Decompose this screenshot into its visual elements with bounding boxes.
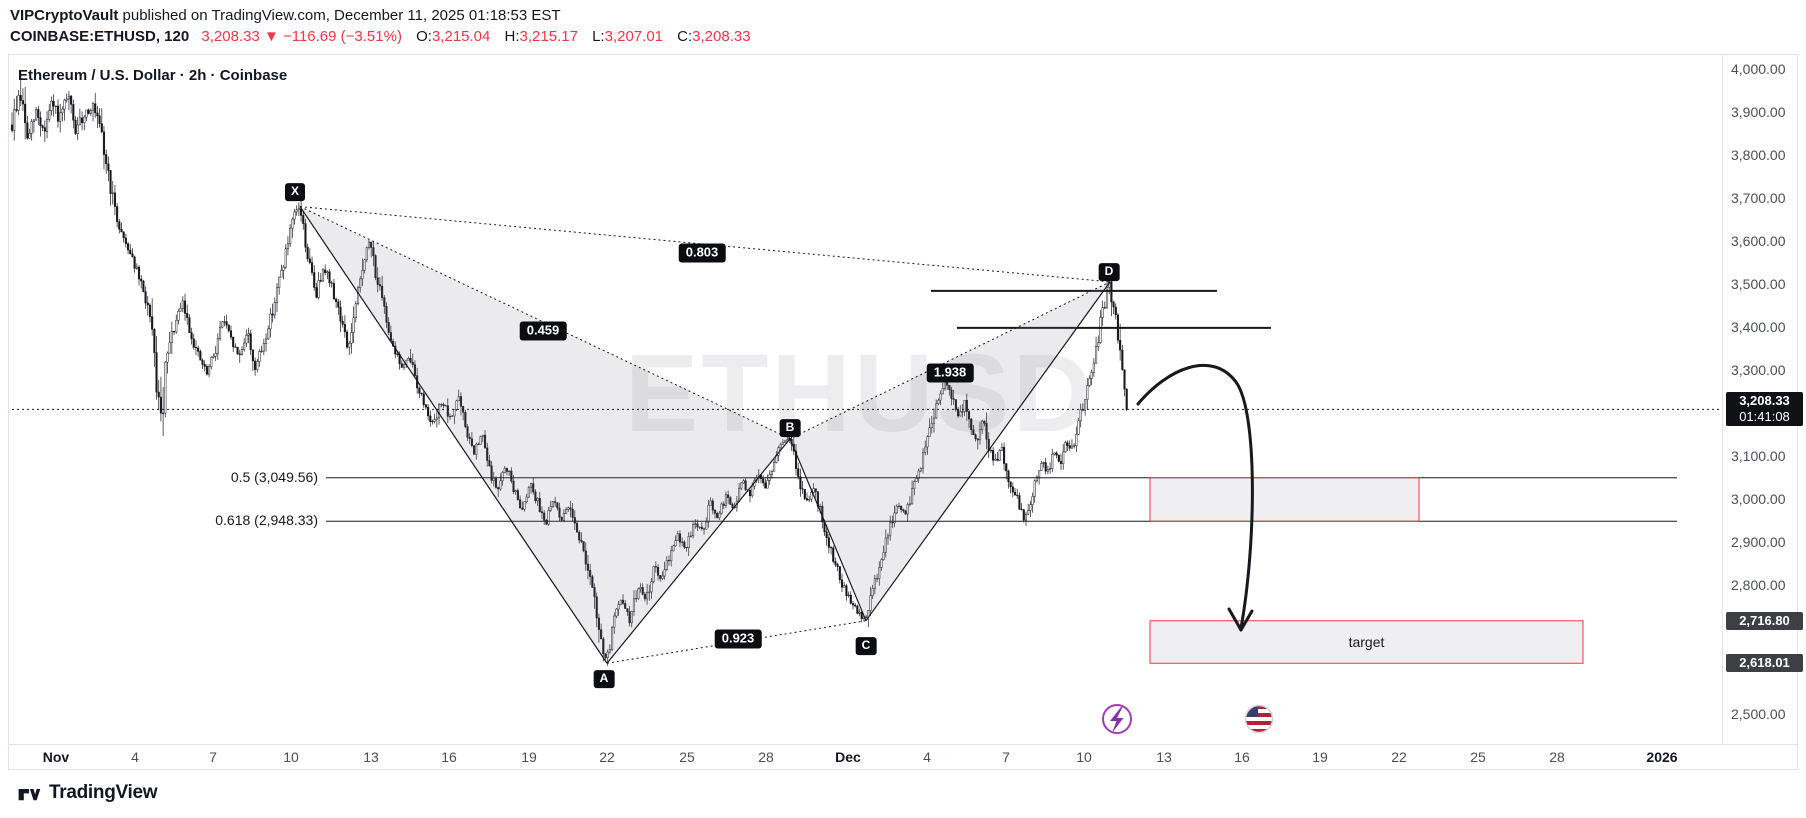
pattern-fill <box>300 206 790 664</box>
target-box[interactable] <box>1149 620 1584 664</box>
candles <box>10 77 1128 666</box>
projection-arrowhead <box>1227 607 1243 632</box>
pattern-edge[interactable] <box>606 438 791 664</box>
price-change: −116.69 (−3.51%) <box>282 28 402 45</box>
symbol-watermark: ETHUSD <box>624 332 1096 455</box>
pattern-fill <box>790 281 1110 621</box>
us-flag-sticker-icon[interactable] <box>1244 704 1274 734</box>
ohlc-high: H:3,215.17 <box>504 28 578 45</box>
tradingview-brand-text: TradingView <box>49 781 158 803</box>
time-scale[interactable] <box>8 744 1722 770</box>
ohlc-close: C:3,208.33 <box>677 28 751 45</box>
price-scale[interactable] <box>1723 54 1798 744</box>
publish-header: VIPCryptoVault published on TradingView.… <box>10 7 561 24</box>
ohlc-open: O:3,215.04 <box>416 28 491 45</box>
last-price: 3,208.33 <box>201 28 260 45</box>
projection-arrowhead <box>1239 609 1254 632</box>
lightning-sticker-icon[interactable] <box>1102 704 1132 734</box>
pattern-edge[interactable] <box>299 206 608 664</box>
symbol-label: COINBASE:ETHUSD, 120 <box>10 28 190 45</box>
symbol-info-bar: COINBASE:ETHUSD, 120 3,208.33 ▼ −116.69 … <box>10 28 751 45</box>
direction-arrow-icon: ▼ <box>263 28 279 45</box>
pattern-edge[interactable] <box>865 281 1111 622</box>
ohlc-low: L:3,207.01 <box>592 28 663 45</box>
chart-title: Ethereum / U.S. Dollar · 2h · Coinbase <box>18 67 288 84</box>
pattern-edge[interactable] <box>789 438 867 621</box>
author-name: VIPCryptoVault <box>10 7 119 24</box>
chart-plot-area[interactable] <box>8 54 1722 744</box>
tradingview-logo[interactable]: TradingView <box>16 781 158 804</box>
tradingview-mark-icon <box>18 789 41 801</box>
projection-arrow[interactable] <box>1136 363 1254 630</box>
fib-zone-box[interactable] <box>1149 477 1420 522</box>
publish-info: published on TradingView.com, December 1… <box>118 7 561 24</box>
